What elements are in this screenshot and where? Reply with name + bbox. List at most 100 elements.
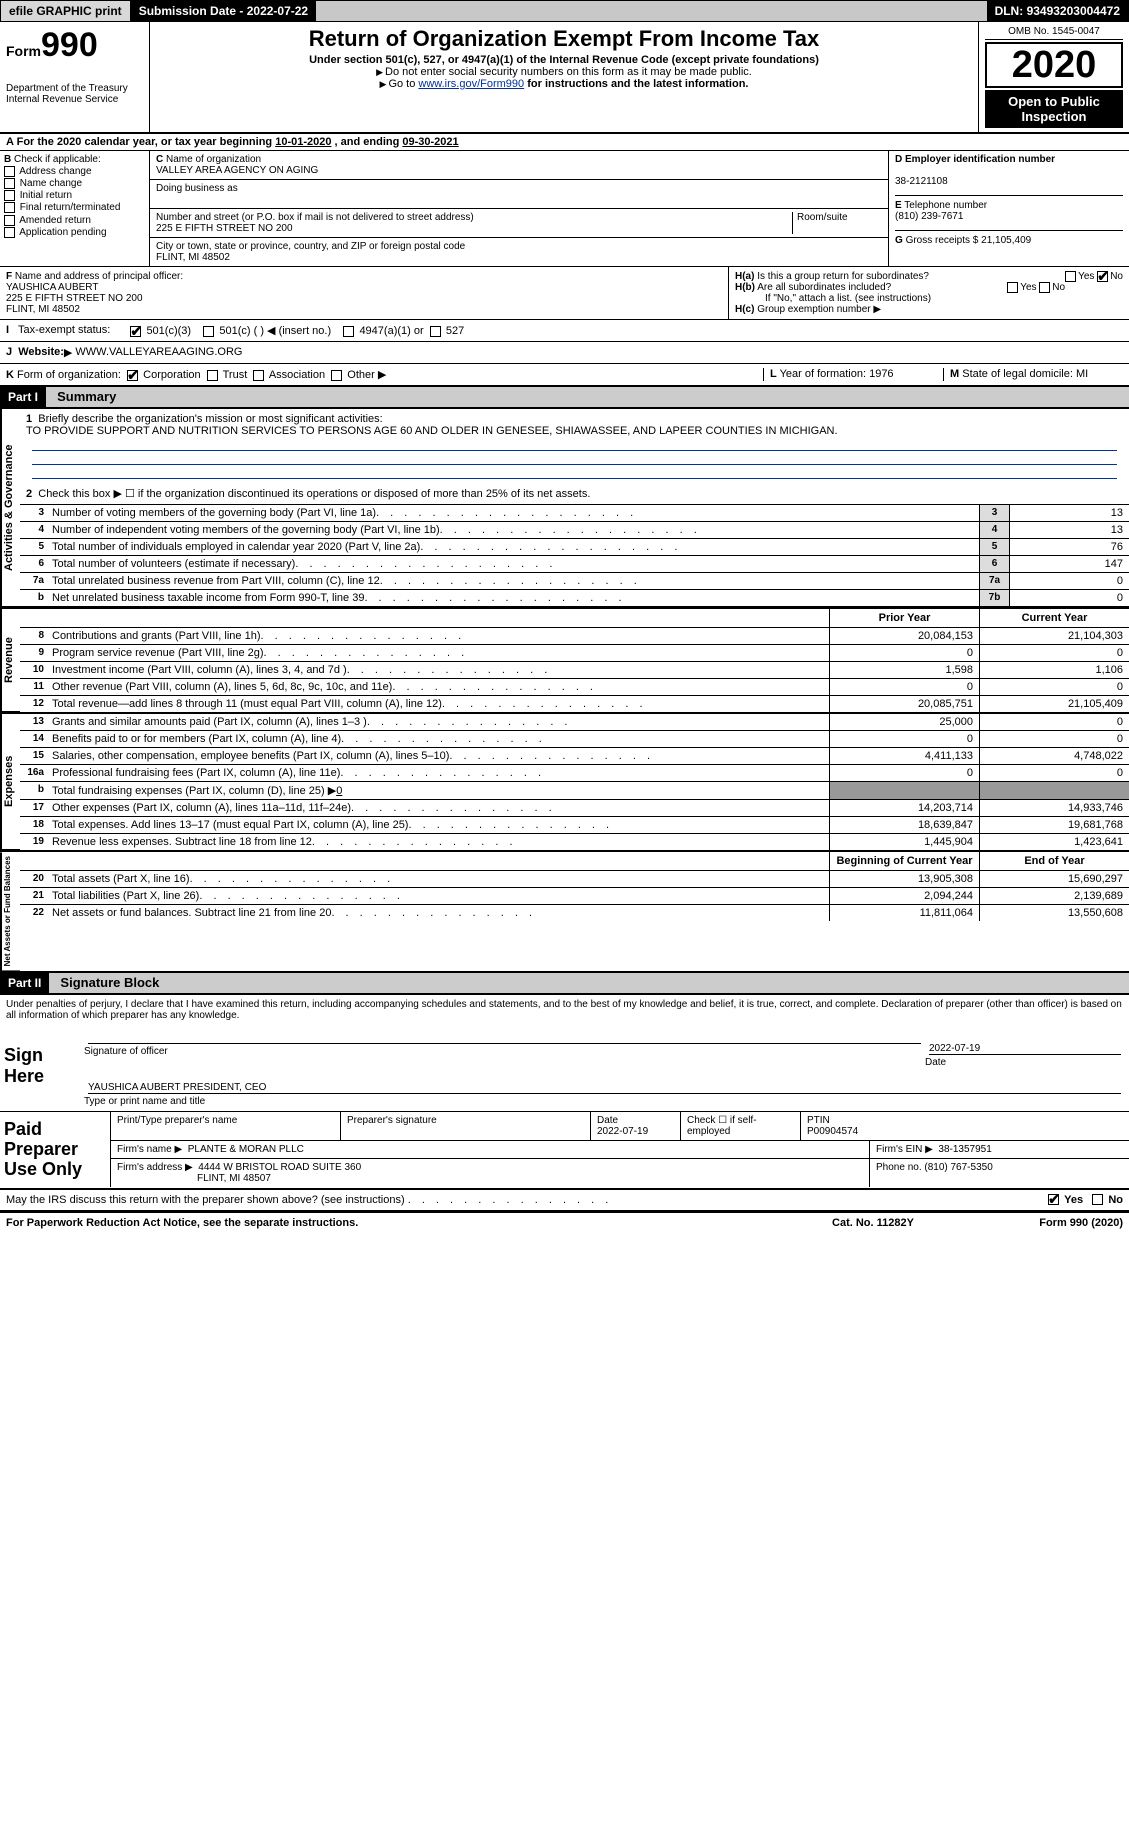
top-bar: efile GRAPHIC print Submission Date - 20… [0, 0, 1129, 22]
officer-city: FLINT, MI 48502 [6, 304, 80, 315]
gov-line-3: 3 Number of voting members of the govern… [20, 505, 1129, 522]
chk-501c[interactable] [203, 326, 214, 337]
line-19: 19 Revenue less expenses. Subtract line … [20, 834, 1129, 850]
chk-initial-return[interactable]: Initial return [20, 190, 72, 201]
no-ssn-note: Do not enter social security numbers on … [156, 66, 972, 78]
topbar-spacer [316, 8, 986, 14]
street-label: Number and street (or P.O. box if mail i… [156, 212, 474, 223]
gross-receipts-value: 21,105,409 [981, 235, 1031, 246]
col-current-year: Current Year [979, 609, 1129, 627]
col-d-ein: D Employer identification number 38-2121… [889, 151, 1129, 266]
part-i-header: Part I Summary [0, 387, 1129, 409]
chk-amended-return[interactable]: Amended return [19, 215, 91, 226]
ein-label: Employer identification number [905, 154, 1055, 165]
gov-line-5: 5 Total number of individuals employed i… [20, 539, 1129, 556]
l-label: Year of formation: [780, 368, 869, 380]
prep-date: 2022-07-19 [597, 1126, 648, 1137]
cat-no: Cat. No. 11282Y [773, 1217, 973, 1229]
prep-phone: (810) 767-5350 [924, 1162, 992, 1173]
chk-corporation[interactable] [127, 370, 138, 381]
line-16a: 16a Professional fundraising fees (Part … [20, 765, 1129, 782]
prep-check-label: Check ☐ if self-employed [687, 1115, 757, 1137]
chk-address-change[interactable]: Address change [19, 166, 91, 177]
form-header: Form990 Department of the Treasury Inter… [0, 22, 1129, 134]
section-revenue: Revenue Prior Year Current Year 8 Contri… [0, 607, 1129, 712]
year-cell: OMB No. 1545-0047 2020 Open to Public In… [979, 22, 1129, 132]
i-label: Tax-exempt status: [18, 324, 110, 336]
form-number-cell: Form990 Department of the Treasury Inter… [0, 22, 150, 132]
chk-trust[interactable] [207, 370, 218, 381]
goto-prefix: Go to [380, 78, 419, 90]
prep-date-label: Date [597, 1115, 618, 1126]
q2-text: Check this box ▶ ☐ if the organization d… [38, 488, 590, 500]
omb-number: OMB No. 1545-0047 [985, 26, 1123, 40]
form-990-number: 990 [41, 26, 98, 64]
col-beginning-year: Beginning of Current Year [829, 852, 979, 870]
m-label: State of legal domicile: [962, 368, 1076, 380]
m-value: MI [1076, 368, 1088, 380]
line-15: 15 Salaries, other compensation, employe… [20, 748, 1129, 765]
chk-association[interactable] [253, 370, 264, 381]
discuss-yes-checkbox[interactable] [1048, 1194, 1059, 1205]
k-label: Form of organization: [17, 369, 121, 381]
col-c-org-info: C Name of organization VALLEY AREA AGENC… [150, 151, 889, 266]
chk-final-return[interactable]: Final return/terminated [20, 203, 121, 214]
ein-value: 38-2121108 [895, 176, 948, 187]
col-end-year: End of Year [979, 852, 1129, 870]
line-16b: b Total fundraising expenses (Part IX, c… [20, 782, 1129, 800]
chk-527[interactable] [430, 326, 441, 337]
website-label: Website: [18, 346, 64, 359]
prep-sig-label: Preparer's signature [347, 1115, 437, 1126]
firm-name: PLANTE & MORAN PLLC [188, 1144, 304, 1155]
room-label: Room/suite [797, 212, 848, 223]
phone-label: Telephone number [904, 200, 987, 211]
form990-link[interactable]: www.irs.gov/Form990 [418, 78, 524, 90]
firm-addr2: FLINT, MI 48507 [117, 1173, 271, 1184]
gov-line-7a: 7a Total unrelated business revenue from… [20, 573, 1129, 590]
tax-exempt-row: I Tax-exempt status: 501(c)(3) 501(c) ( … [0, 320, 1129, 342]
vtab-expenses: Expenses [0, 714, 20, 850]
firm-addr-label: Firm's address ▶ [117, 1162, 193, 1173]
officer-group-row: F Name and address of principal officer:… [0, 267, 1129, 320]
prep-ptin-label: PTIN [807, 1115, 830, 1126]
chk-name-change[interactable]: Name change [20, 178, 82, 189]
chk-application-pending[interactable]: Application pending [19, 227, 106, 238]
line-17: 17 Other expenses (Part IX, column (A), … [20, 800, 1129, 817]
city-label: City or town, state or province, country… [156, 241, 465, 252]
discuss-question: May the IRS discuss this return with the… [6, 1194, 405, 1206]
penalty-statement: Under penalties of perjury, I declare th… [0, 995, 1129, 1025]
sig-date: 2022-07-19 [929, 1043, 980, 1054]
chk-4947[interactable] [343, 326, 354, 337]
officer-name: YAUSHICA AUBERT [6, 282, 98, 293]
paid-preparer-label: Paid Preparer Use Only [0, 1112, 110, 1187]
open-to-public: Open to Public Inspection [985, 90, 1123, 128]
hb-note: If "No," attach a list. (see instruction… [735, 293, 1123, 304]
line-16b-curr-shaded [979, 782, 1129, 799]
sign-here-label: Sign Here [0, 1025, 80, 1111]
line-22: 22 Net assets or fund balances. Subtract… [20, 905, 1129, 921]
mission-underline [32, 451, 1117, 465]
form-990-footer: Form 990 (2020) [973, 1217, 1123, 1229]
vtab-revenue: Revenue [0, 609, 20, 712]
efile-print-button[interactable]: efile GRAPHIC print [1, 1, 131, 21]
form-subtitle: Under section 501(c), 527, or 4947(a)(1)… [156, 54, 972, 66]
tax-period-row: A For the 2020 calendar year, or tax yea… [0, 134, 1129, 151]
chk-other[interactable] [331, 370, 342, 381]
q1-text: TO PROVIDE SUPPORT AND NUTRITION SERVICE… [26, 425, 838, 437]
org-name: VALLEY AREA AGENCY ON AGING [156, 165, 318, 176]
prep-phone-label: Phone no. [876, 1162, 924, 1173]
paid-preparer-block: Paid Preparer Use Only Print/Type prepar… [0, 1112, 1129, 1189]
mission-underline [32, 437, 1117, 451]
line-10: 10 Investment income (Part VIII, column … [20, 662, 1129, 679]
sig-officer-label: Signature of officer [84, 1046, 168, 1057]
chk-501c3[interactable] [130, 326, 141, 337]
phone-value: (810) 239-7671 [895, 211, 963, 222]
line-18: 18 Total expenses. Add lines 13–17 (must… [20, 817, 1129, 834]
netassets-col-header: Beginning of Current Year End of Year [20, 852, 1129, 871]
gov-line-4: 4 Number of independent voting members o… [20, 522, 1129, 539]
discuss-no-checkbox[interactable] [1092, 1194, 1103, 1205]
title-cell: Return of Organization Exempt From Incom… [150, 22, 979, 132]
prep-ptin: P00904574 [807, 1126, 858, 1137]
sig-date-label: Date [925, 1057, 946, 1068]
street-value: 225 E FIFTH STREET NO 200 [156, 223, 293, 234]
